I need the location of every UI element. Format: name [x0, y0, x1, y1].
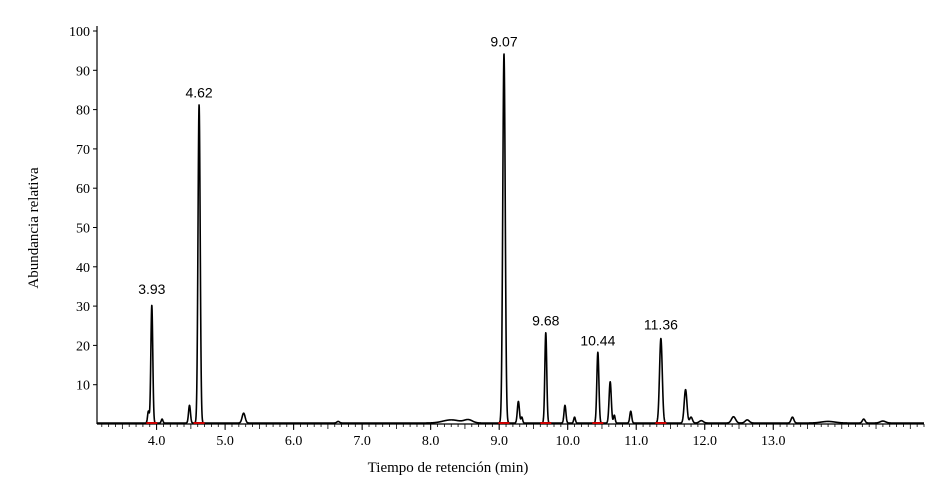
x-tick-label: 7.0 [353, 434, 371, 449]
peak-label: 9.07 [490, 34, 517, 50]
peak-label: 3.93 [138, 281, 165, 297]
y-tick-label: 40 [76, 261, 90, 276]
y-tick-label: 20 [76, 339, 90, 354]
x-axis-title: Tiempo de retención (min) [368, 460, 529, 476]
x-tick-label: 11.0 [624, 434, 648, 449]
y-tick-label: 30 [76, 300, 90, 315]
peak-label: 9.68 [532, 313, 559, 329]
y-tick-label: 100 [69, 25, 90, 40]
x-tick-label: 10.0 [555, 434, 580, 449]
y-tick-label: 70 [76, 143, 90, 158]
y-tick-label: 50 [76, 222, 90, 237]
x-tick-label: 12.0 [692, 434, 717, 449]
chromatogram-trace [96, 53, 925, 424]
peak-label: 11.36 [644, 317, 678, 333]
chart-marks [96, 53, 925, 424]
x-tick-label: 4.0 [148, 434, 166, 449]
x-tick-label: 6.0 [285, 434, 303, 449]
x-tick-label: 8.0 [422, 434, 440, 449]
y-tick-label: 60 [76, 182, 90, 197]
x-tick-label: 9.0 [490, 434, 508, 449]
chart-peak-labels: 3.93 4.62 9.07 9.68 10.44 11.36 [138, 34, 678, 349]
peak-label: 4.62 [185, 85, 212, 101]
x-tick-label: 5.0 [216, 434, 234, 449]
chart-axes: 10 20 30 40 50 60 70 80 90 100 4.0 5.0 6.0 7.0 8.0 9.0 1… [69, 25, 925, 449]
y-tick-label: 80 [76, 104, 90, 119]
y-axis-title: Abundancia relativa [26, 167, 42, 289]
y-tick-label: 90 [76, 64, 90, 79]
peak-label: 10.44 [580, 332, 615, 348]
y-tick-label: 10 [76, 379, 90, 394]
x-tick-label: 13.0 [761, 434, 786, 449]
